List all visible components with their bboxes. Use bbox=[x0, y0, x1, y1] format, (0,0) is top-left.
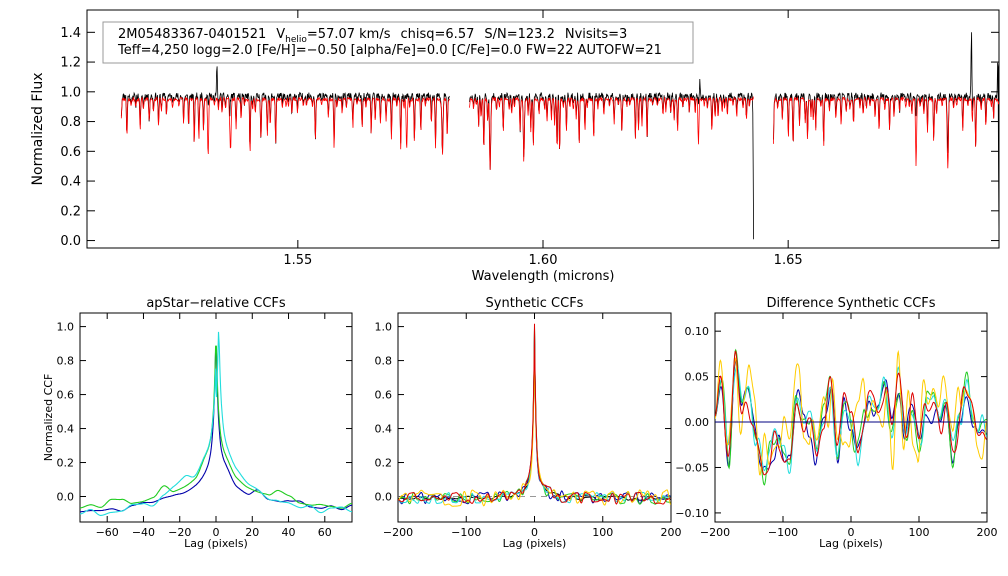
spectrum-ytick-label: 1.0 bbox=[60, 85, 81, 100]
apstar_ccf-xtick-label: 20 bbox=[245, 526, 259, 539]
synthetic_ccf-xtick-label: 0 bbox=[531, 526, 538, 539]
spectrum-series-observed-seg1 bbox=[469, 78, 754, 240]
apstar_ccf-title: apStar−relative CCFs bbox=[146, 296, 286, 311]
apstar_ccf-xtick-label: −20 bbox=[168, 526, 191, 539]
synthetic_ccf-xtick-label: −200 bbox=[383, 526, 413, 539]
apstar-ccf-chart: −60 −40 −20 0 20 40 60 0.0 0.2 0.4 0.6 0.8 1.0 apStar… bbox=[42, 296, 353, 550]
apstar_ccf-ylabel: Normalized CCF bbox=[42, 374, 55, 462]
apstar_ccf-ytick-label: 0.8 bbox=[57, 354, 75, 367]
spectrum-ytick-label: 0.8 bbox=[60, 115, 81, 130]
difference-ccf-series-visit-yellow bbox=[715, 349, 987, 476]
spectrum-series-model-seg0 bbox=[120, 95, 450, 155]
apstar-ccf-series-visit-cyan bbox=[80, 331, 352, 516]
apstar_ccf-ytick-label: 0.0 bbox=[57, 490, 75, 503]
spectrum-ytick-label: 0.0 bbox=[60, 234, 81, 249]
vhelio-value: =57.07 km/s bbox=[307, 27, 391, 42]
apstar_ccf-xtick-label: 40 bbox=[282, 526, 296, 539]
synthetic_ccf-title: Synthetic CCFs bbox=[486, 296, 584, 311]
synthetic_ccf-xtick-label: 100 bbox=[592, 526, 613, 539]
spectrum-ytick-label: 1.4 bbox=[60, 26, 81, 41]
snr: S/N=123.2 bbox=[484, 27, 554, 42]
spectrum-xlabel: Wavelength (microns) bbox=[472, 269, 615, 284]
difference_ccf-xlabel: Lag (pixels) bbox=[819, 537, 883, 550]
spectrum-plot bbox=[120, 32, 999, 246]
synthetic-ccf-plot bbox=[398, 323, 671, 507]
difference_ccf-ytick-label: 0.10 bbox=[685, 325, 710, 338]
spectrum-ylabel: Normalized Flux bbox=[30, 73, 46, 186]
difference-ccf-series-visit-cyan bbox=[715, 365, 987, 475]
synthetic_ccf-ytick-label: 0.2 bbox=[375, 456, 393, 469]
difference_ccf-xtick-label: 0 bbox=[848, 526, 855, 539]
apstar_ccf-xtick-label: 60 bbox=[318, 526, 332, 539]
info-line-2: Teff=4,250 logg=2.0 [Fe/H]=−0.50 [alpha/… bbox=[117, 43, 662, 58]
difference_ccf-xtick-label: −100 bbox=[768, 526, 798, 539]
spectrum-xtick-label: 1.65 bbox=[774, 253, 803, 268]
synthetic_ccf-ytick-label: 0.4 bbox=[375, 422, 393, 435]
difference_ccf-ytick-label: 0.00 bbox=[685, 416, 710, 429]
apstar-ccf-series-visit-green bbox=[80, 345, 352, 509]
difference_ccf-ytick-label: −0.10 bbox=[675, 507, 709, 520]
apstar_ccf-xlabel: Lag (pixels) bbox=[184, 537, 248, 550]
vhelio-subscript: helio bbox=[285, 35, 307, 45]
apstar_ccf-ytick-label: 1.0 bbox=[57, 320, 75, 333]
star-id: 2M05483367-0401521 bbox=[118, 27, 266, 42]
synthetic_ccf-ytick-label: 1.0 bbox=[375, 320, 393, 333]
synthetic_ccf-xtick-label: −100 bbox=[451, 526, 481, 539]
apstar_ccf-xtick-label: −40 bbox=[132, 526, 155, 539]
apstar-ccf-plot bbox=[80, 331, 352, 516]
difference_ccf-xtick-label: −200 bbox=[700, 526, 730, 539]
spectrum-xtick-label: 1.55 bbox=[283, 253, 312, 268]
synthetic_ccf-ytick-label: 0.6 bbox=[375, 388, 393, 401]
nvisits: Nvisits=3 bbox=[565, 27, 627, 42]
synthetic_ccf-xlabel: Lag (pixels) bbox=[503, 537, 567, 550]
spectrum-ytick-label: 0.2 bbox=[60, 204, 81, 219]
synthetic-ccf-series-visit-red bbox=[398, 323, 671, 505]
synthetic_ccf-ytick-label: 0.8 bbox=[375, 354, 393, 367]
spectrum-ytick-label: 1.2 bbox=[60, 56, 81, 71]
difference_ccf-xtick-label: 100 bbox=[909, 526, 930, 539]
difference-ccf-series-visit-red bbox=[715, 350, 987, 476]
apstar_ccf-ytick-label: 0.6 bbox=[57, 388, 75, 401]
synthetic_ccf-ytick-label: 0.0 bbox=[375, 490, 393, 503]
spectrum-series-model-seg2 bbox=[773, 96, 999, 169]
spectrum-series-observed-seg2 bbox=[773, 32, 999, 246]
difference_ccf-ytick-label: 0.05 bbox=[685, 370, 710, 383]
apstar_ccf-xtick-label: −60 bbox=[96, 526, 119, 539]
spectrum-xtick-label: 1.60 bbox=[529, 253, 558, 268]
synthetic_ccf-xtick-label: 200 bbox=[661, 526, 682, 539]
info-line-1: 2M05483367-0401521 Vhelio=57.07 km/s chisq… bbox=[118, 27, 627, 45]
difference_ccf-xtick-label: 200 bbox=[977, 526, 998, 539]
difference_ccf-title: Difference Synthetic CCFs bbox=[766, 296, 935, 311]
apstar_ccf-xtick-label: 0 bbox=[213, 526, 220, 539]
chisq: chisq=6.57 bbox=[401, 27, 475, 42]
difference_ccf-ytick-label: −0.05 bbox=[675, 461, 709, 474]
info-box-frame bbox=[102, 21, 694, 64]
spectrum-series-model-seg1 bbox=[469, 95, 754, 170]
spectrum-ytick-label: 0.4 bbox=[60, 175, 81, 190]
spectrum-chart: 1.55 1.60 1.65 0.0 0.2 0.4 0.6 0.8 1.0 1.2 1.4 Wave… bbox=[30, 9, 1000, 284]
apstar_ccf-frame bbox=[79, 312, 353, 523]
apstar_ccf-ytick-label: 0.4 bbox=[57, 422, 75, 435]
apstar_ccf-ytick-label: 0.2 bbox=[57, 456, 75, 469]
vhelio-prefix: V bbox=[276, 27, 285, 42]
synthetic-ccf-chart: −200 −100 0 100 200 0.0 0.2 0.4 0.6 0.8 1.0 Synthet… bbox=[375, 296, 682, 550]
spectrum-ytick-label: 0.6 bbox=[60, 145, 81, 160]
difference-ccf-series-visit-blue bbox=[715, 359, 987, 470]
difference-ccf-plot bbox=[715, 348, 987, 486]
info-box: 2M05483367-0401521 Vhelio=57.07 km/s chisq… bbox=[102, 21, 694, 64]
difference-ccf-chart: −200 −100 0 100 200 −0.10 −0.05 0.00 0.05 0.10 Dif… bbox=[675, 296, 997, 550]
charts: 1.55 1.60 1.65 0.0 0.2 0.4 0.6 0.8 1.0 1.2 1.4 Wave… bbox=[30, 9, 1000, 550]
